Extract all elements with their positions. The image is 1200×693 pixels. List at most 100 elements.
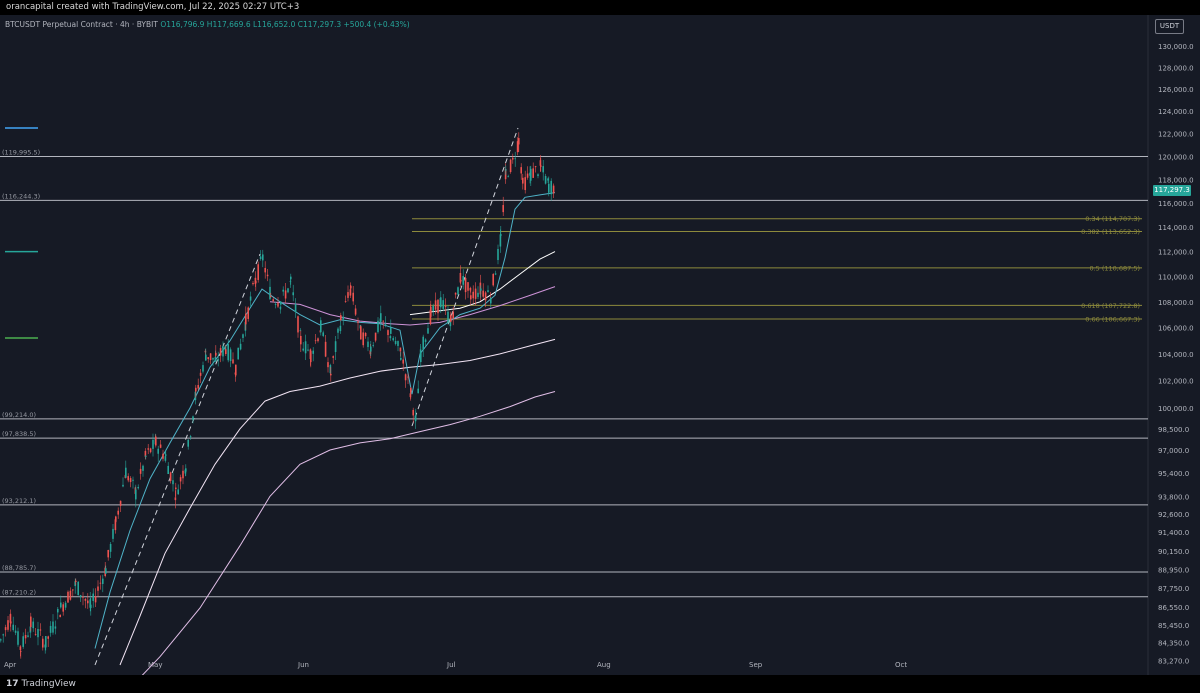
- candle-body: [132, 479, 134, 481]
- candle-body: [547, 178, 549, 181]
- price-chart[interactable]: 130,000.0 128,000.0 126,000.0 124,000.0 122,…: [0, 15, 1200, 693]
- candle-body: [297, 316, 299, 333]
- candle-body: [499, 234, 502, 247]
- candle-body: [266, 274, 269, 277]
- candle-body: [427, 328, 429, 334]
- candle-body: [165, 454, 167, 456]
- candle-body: [430, 306, 432, 317]
- candle-body: [219, 348, 222, 356]
- tradingview-logo[interactable]: 17 TradingView: [6, 679, 76, 689]
- candle-body: [530, 168, 532, 181]
- x-tick-label: Jun: [297, 661, 309, 669]
- candle-body: [490, 298, 492, 304]
- dashed-projection-line: [94, 253, 261, 666]
- candle-body: [214, 356, 217, 362]
- x-tick-label: Aug: [597, 661, 611, 669]
- candle-body: [364, 332, 367, 337]
- candle-body: [69, 590, 72, 600]
- candle-body: [514, 158, 516, 160]
- candle-body: [327, 362, 329, 368]
- candle-body: [544, 176, 547, 184]
- candle-body: [464, 277, 467, 293]
- candle-body: [447, 311, 449, 323]
- y-tick-label: 83,270.0: [1158, 658, 1189, 666]
- candle-body: [74, 581, 76, 587]
- x-tick-label: Oct: [895, 661, 907, 669]
- candle-body: [185, 468, 187, 472]
- candle-body: [232, 359, 234, 364]
- candle-body: [217, 359, 219, 361]
- symbol-legend[interactable]: BTCUSDT Perpetual Contract · 4h · BYBIT …: [5, 20, 410, 29]
- candle-body: [440, 297, 442, 308]
- candle-body: [380, 313, 382, 322]
- candle-body: [539, 160, 542, 166]
- candle-body: [114, 519, 117, 531]
- candle-body: [10, 621, 12, 624]
- candle-body: [97, 586, 99, 591]
- candle-body: [117, 510, 119, 515]
- candle-body: [129, 478, 132, 483]
- candle-body: [90, 604, 92, 609]
- candle-body: [394, 340, 397, 344]
- candle-body: [357, 321, 359, 323]
- candle-body: [77, 581, 79, 596]
- candle-body: [459, 272, 462, 283]
- candle-body: [262, 254, 264, 261]
- candle-body: [344, 301, 347, 302]
- candle-body: [314, 340, 317, 342]
- x-tick-label: Sep: [749, 661, 763, 669]
- candle-body: [294, 304, 297, 312]
- candle-body: [270, 295, 272, 297]
- candle-body: [137, 486, 139, 489]
- candle-body: [115, 516, 117, 522]
- candle-body: [259, 256, 262, 260]
- candle-body: [60, 602, 62, 608]
- candle-body: [548, 183, 550, 193]
- candle-body: [20, 650, 22, 652]
- horizontal-level-label: (88,785.7): [2, 564, 36, 572]
- candle-body: [119, 500, 122, 506]
- candle-body: [462, 275, 464, 285]
- candle-body: [362, 332, 364, 346]
- candle-body: [422, 336, 424, 350]
- currency-button[interactable]: USDT: [1155, 19, 1184, 34]
- candle-body: [279, 307, 282, 309]
- y-tick-label: 118,000.0: [1158, 177, 1194, 185]
- ma-fast-line: [94, 192, 556, 649]
- candle-body: [374, 332, 377, 341]
- candle-body: [392, 338, 394, 341]
- y-tick-label: 98,500.0: [1158, 426, 1189, 434]
- candle-body: [282, 289, 284, 292]
- candle-body: [324, 341, 327, 357]
- horizontal-level-label: (119,995.5): [2, 149, 40, 157]
- candle-body: [2, 634, 4, 636]
- candle-body: [4, 627, 7, 631]
- candle-body: [49, 625, 52, 633]
- candle-body: [502, 205, 504, 213]
- candle-body: [94, 596, 97, 603]
- candle-body: [79, 595, 82, 598]
- candle-body: [402, 359, 404, 364]
- candle-body: [342, 316, 344, 320]
- candle-body: [454, 292, 457, 295]
- y-tick-label: 122,000.0: [1158, 131, 1194, 139]
- candle-body: [424, 339, 427, 343]
- candle-body: [350, 285, 352, 289]
- candle-body: [17, 631, 19, 645]
- candle-body: [432, 305, 434, 311]
- candle-body: [322, 332, 324, 336]
- candle-body: [62, 604, 64, 612]
- candle-body: [352, 292, 354, 302]
- fib-level-label: 0.34 (114,707.3): [1085, 215, 1140, 223]
- candle-body: [500, 233, 502, 236]
- candle-body: [492, 273, 494, 286]
- candle-body: [505, 169, 507, 171]
- candle-body: [337, 328, 339, 333]
- candle-body: [518, 138, 520, 145]
- candle-body: [12, 624, 14, 631]
- candle-body: [552, 185, 555, 194]
- chart-area[interactable]: 130,000.0 128,000.0 126,000.0 124,000.0 122,…: [0, 15, 1200, 693]
- candle-body: [412, 409, 414, 416]
- candle-body: [167, 465, 169, 475]
- candle-body: [524, 177, 526, 191]
